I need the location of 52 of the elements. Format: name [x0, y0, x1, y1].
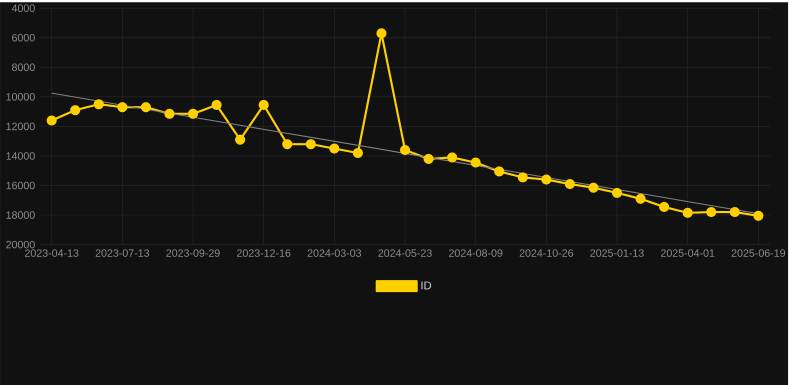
point: [306, 138, 316, 150]
y-tick-label: 18000: [6, 211, 35, 219]
x-tick-label: 2024-03-03: [308, 249, 362, 257]
point: [612, 188, 622, 198]
x-tick-label: 2025-06-19: [732, 249, 786, 257]
x-tick-label: 2024-10-26: [520, 249, 574, 257]
point: [212, 100, 222, 110]
point: [258, 100, 269, 110]
y-tick-label: 4000: [12, 4, 35, 12]
y-tick-label: 16000: [6, 182, 35, 190]
point: [494, 166, 504, 176]
y-tick-label: 12000: [6, 122, 35, 130]
x-tick-label: 2024-08-09: [449, 249, 502, 257]
point: [188, 108, 198, 119]
point: [541, 174, 552, 185]
point: [376, 28, 387, 38]
point: [400, 144, 410, 155]
y-tick-label: 20000: [6, 240, 35, 248]
point: [636, 194, 646, 204]
point: [70, 104, 80, 116]
point: [588, 182, 599, 193]
point: [682, 208, 693, 218]
point: [94, 99, 104, 110]
x-tick-label: 2025-01-13: [590, 249, 644, 257]
point: [659, 202, 670, 212]
point: [164, 108, 175, 119]
point: [424, 154, 434, 164]
x-tick-label: 2025-04-01: [661, 249, 714, 257]
x-tick-label: 2023-04-13: [25, 249, 78, 257]
point: [117, 102, 128, 112]
point: [329, 143, 340, 154]
point: [46, 115, 57, 126]
point: [447, 152, 458, 162]
point: [235, 134, 246, 145]
y-tick-label: 14000: [6, 152, 35, 160]
point: [282, 138, 292, 150]
legend-label: ID: [421, 281, 432, 290]
point: [518, 172, 528, 182]
point: [470, 157, 481, 168]
point: [352, 148, 363, 158]
point: [706, 206, 716, 218]
point: [753, 210, 764, 221]
y-tick-label: 10000: [6, 92, 35, 100]
x-tick-label: 2023-09-29: [166, 249, 220, 257]
point: [140, 102, 151, 112]
y-tick-label: 8000: [12, 63, 35, 71]
x-tick-label: 2024-05-23: [378, 249, 432, 257]
point: [564, 178, 575, 189]
y-tick-label: 6000: [12, 34, 35, 42]
point: [730, 206, 740, 218]
x-tick-label: 2023-12-16: [237, 249, 290, 257]
x-tick-label: 2023-07-13: [96, 249, 150, 257]
